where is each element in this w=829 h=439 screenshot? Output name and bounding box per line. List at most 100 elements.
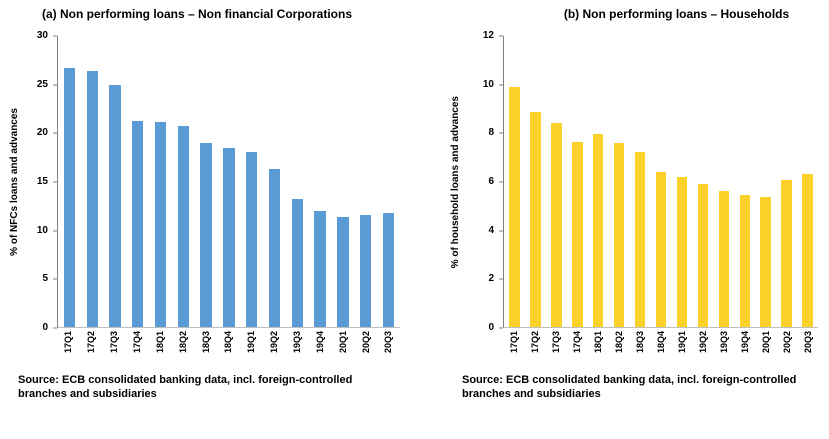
bar-17Q2 [530,112,541,327]
bar-slot [692,36,713,327]
x-tick-label: 17Q3 [109,331,120,354]
x-tick: 19Q4 [734,331,755,367]
x-tick-label: 18Q3 [200,331,211,354]
y-tick-label: 25 [36,78,48,90]
bar-slot [377,36,400,327]
source-line-2: branches and subsidiaries [18,388,157,400]
y-tick-mark [499,84,503,86]
x-tick: 18Q4 [217,331,240,367]
x-tick: 18Q1 [587,331,608,367]
bar-slot [354,36,377,327]
y-tick-mark [499,132,503,134]
source-line-1: Source: ECB consolidated banking data, i… [462,374,797,386]
bar-17Q4 [572,141,583,327]
plot-area-households [503,36,818,328]
y-tick-mark [53,84,57,86]
x-tick: 19Q2 [692,331,713,367]
bar-slot [309,36,332,327]
source-note-nfc: Source: ECB consolidated banking data, i… [18,373,400,401]
bar-20Q3 [802,174,813,327]
y-tick-mark [499,327,503,329]
plot-area-nfc [57,36,400,328]
y-tick-label: 10 [482,78,494,90]
y-tick-mark [499,278,503,280]
bar-18Q3 [200,142,212,327]
bar-20Q1 [760,197,771,327]
source-line-1: Source: ECB consolidated banking data, i… [18,374,353,386]
bar-slot [240,36,263,327]
bar-slot [588,36,609,327]
x-tick: 19Q1 [240,331,263,367]
bar-slot [567,36,588,327]
x-axis-labels: 17Q1 17Q2 17Q3 17Q4 18Q1 18Q2 18Q3 18Q4 19Q1 19Q2… [503,331,818,367]
x-tick: 18Q4 [650,331,671,367]
bar-19Q2 [697,183,709,327]
bar-19Q4 [739,194,751,327]
x-tick: 17Q4 [566,331,587,367]
x-tick: 17Q3 [103,331,126,367]
x-tick: 17Q3 [545,331,566,367]
x-tick-label: 17Q4 [132,331,142,354]
y-axis-title: % of household loans and advances [449,95,461,269]
bar-slot [630,36,651,327]
x-tick: 17Q1 [57,331,80,367]
x-tick-label: 19Q4 [739,331,750,354]
x-tick-label: 18Q1 [592,331,603,354]
x-tick-label: 17Q1 [63,331,74,354]
bar-slot [104,36,127,327]
bar-17Q3 [109,84,121,327]
bar-18Q4 [655,171,667,327]
x-tick-label: 18Q2 [613,331,624,354]
y-tick-label: 8 [488,127,494,139]
y-tick-label: 0 [488,322,494,333]
chart-area-households: % of household loans and advances 0 2 4 6 8 1… [447,31,818,333]
bar-20Q2 [781,180,792,327]
y-tick-mark [499,181,503,183]
x-tick-label: 19Q4 [314,331,325,354]
bar-slot [609,36,630,327]
x-tick-label: 20Q2 [781,331,792,354]
x-tick: 17Q2 [524,331,545,367]
bar-slot [172,36,195,327]
y-tick-mark [53,35,57,37]
bar-slot [58,36,81,327]
x-tick: 20Q3 [797,331,818,367]
x-tick-label: 19Q1 [246,331,257,354]
x-tick-label: 18Q3 [634,331,645,354]
y-tick-label: 20 [36,127,48,139]
y-tick-label: 30 [36,30,48,41]
x-tick: 17Q4 [126,331,149,367]
y-tick-mark [53,132,57,134]
x-tick-label: 17Q2 [86,331,97,354]
chart-title-households: (b) Non performing loans – Households [563,7,790,21]
x-tick-label: 17Q4 [571,331,582,354]
bar-19Q4 [314,210,326,327]
bar-20Q1 [337,217,349,327]
y-axis-title-col: % of household loans and advances [447,36,463,328]
bar-17Q3 [551,123,562,327]
y-tick-mark [53,327,57,329]
bar-17Q2 [86,70,98,327]
x-tick: 20Q3 [377,331,400,367]
bar-19Q3 [718,191,730,327]
x-tick: 19Q1 [671,331,692,367]
bar-17Q4 [132,121,144,327]
y-tick-mark [53,278,57,280]
bar-slot [734,36,755,327]
x-tick: 19Q4 [308,331,331,367]
x-tick-label: 19Q3 [718,331,729,354]
bar-slot [218,36,241,327]
source-note-households: Source: ECB consolidated banking data, i… [462,373,818,401]
x-tick: 18Q3 [194,331,217,367]
bar-slot [504,36,525,327]
bar-20Q3 [382,212,395,327]
x-tick: 19Q3 [286,331,309,367]
x-tick-label: 19Q2 [697,331,708,354]
bar-18Q2 [613,142,625,327]
bar-18Q2 [177,126,190,327]
bar-18Q1 [592,134,604,327]
y-tick-mark [53,181,57,183]
bar-19Q1 [676,176,688,327]
bar-19Q3 [291,198,304,327]
y-tick-mark [53,230,57,232]
